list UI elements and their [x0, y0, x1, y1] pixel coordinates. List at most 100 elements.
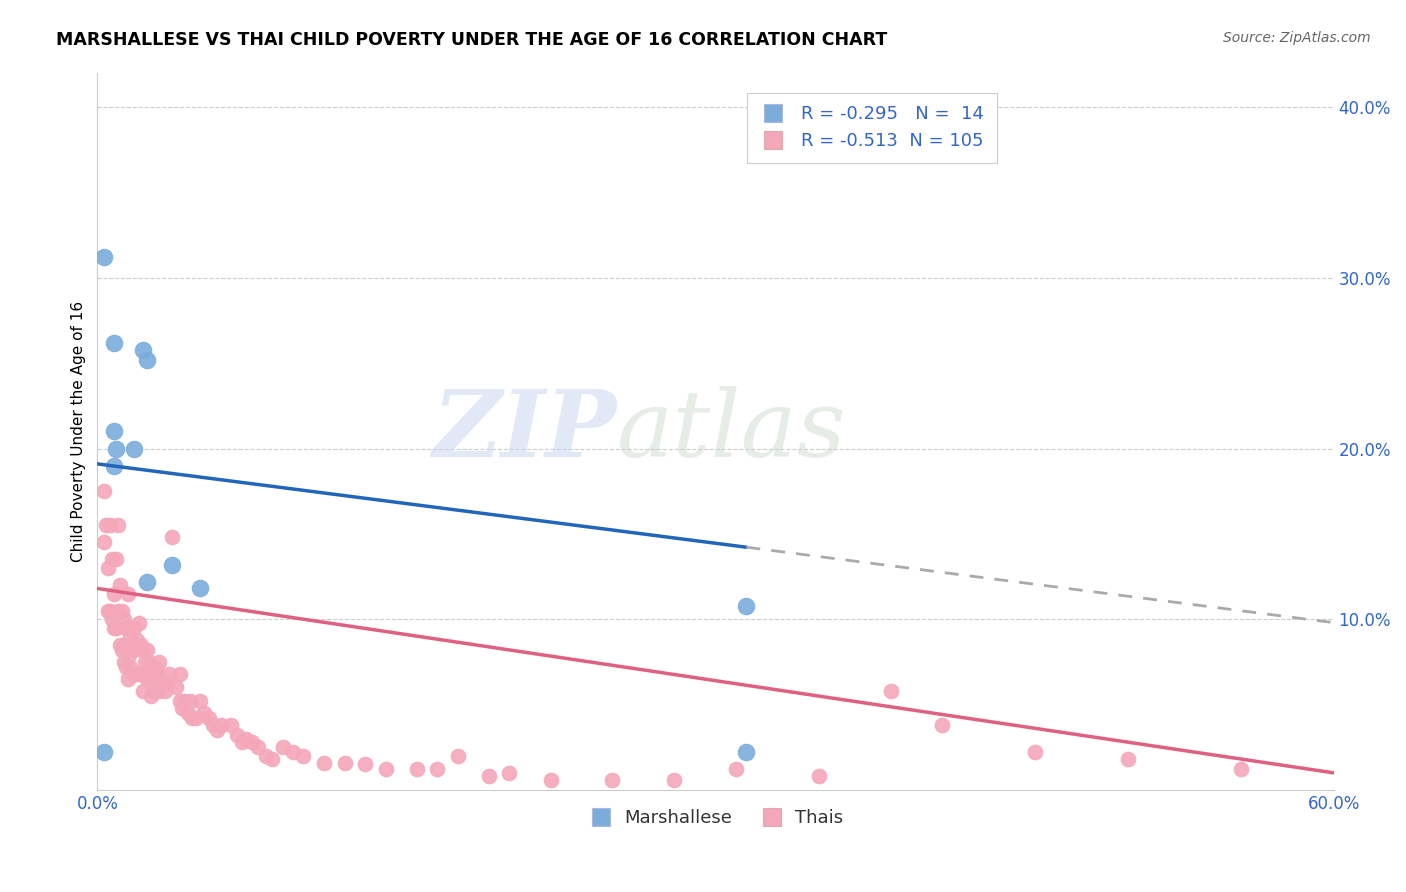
Text: ZIP: ZIP — [432, 386, 617, 476]
Point — [138, 655, 160, 669]
Point — [104, 552, 127, 566]
Point — [93, 745, 115, 759]
Point — [135, 574, 157, 589]
Point — [117, 649, 139, 664]
Point — [97, 604, 120, 618]
Point — [262, 752, 284, 766]
Point — [131, 684, 153, 698]
Text: MARSHALLESE VS THAI CHILD POVERTY UNDER THE AGE OF 16 CORRELATION CHART: MARSHALLESE VS THAI CHILD POVERTY UNDER … — [56, 31, 887, 49]
Point — [108, 638, 131, 652]
Point — [240, 735, 263, 749]
Point — [197, 711, 219, 725]
Point — [478, 769, 501, 783]
Point — [125, 666, 148, 681]
Point — [112, 638, 135, 652]
Point — [93, 484, 115, 499]
Point — [155, 684, 177, 698]
Point — [160, 530, 183, 544]
Point — [94, 518, 117, 533]
Point — [139, 672, 162, 686]
Point — [165, 681, 187, 695]
Point — [124, 621, 146, 635]
Point — [271, 740, 294, 755]
Text: Source: ZipAtlas.com: Source: ZipAtlas.com — [1223, 31, 1371, 45]
Point — [125, 632, 148, 647]
Point — [120, 629, 142, 643]
Point — [1116, 752, 1139, 766]
Point — [150, 672, 173, 686]
Point — [181, 711, 204, 725]
Point — [179, 694, 201, 708]
Point — [139, 689, 162, 703]
Point — [405, 763, 427, 777]
Point — [664, 772, 686, 787]
Point — [131, 343, 153, 357]
Point — [129, 638, 152, 652]
Point — [602, 772, 624, 787]
Point — [169, 694, 191, 708]
Point — [128, 615, 150, 630]
Point — [124, 442, 146, 456]
Point — [107, 518, 129, 533]
Point — [111, 643, 134, 657]
Point — [98, 518, 121, 533]
Point — [129, 666, 152, 681]
Point — [112, 612, 135, 626]
Point — [148, 684, 170, 698]
Point — [143, 660, 166, 674]
Point — [281, 745, 304, 759]
Point — [93, 535, 115, 549]
Point — [205, 723, 228, 738]
Point — [219, 718, 242, 732]
Point — [159, 666, 181, 681]
Point — [107, 604, 129, 618]
Point — [156, 677, 179, 691]
Point — [231, 735, 253, 749]
Point — [190, 582, 212, 596]
Point — [100, 552, 122, 566]
Point — [498, 765, 520, 780]
Point — [177, 706, 200, 720]
Point — [735, 599, 758, 613]
Point — [447, 748, 470, 763]
Point — [209, 718, 232, 732]
Point — [117, 621, 139, 635]
Point — [104, 442, 127, 456]
Point — [879, 684, 901, 698]
Point — [235, 731, 257, 746]
Point — [540, 772, 562, 787]
Point — [103, 621, 125, 635]
Point — [93, 250, 115, 264]
Point — [117, 586, 139, 600]
Point — [135, 352, 157, 367]
Point — [201, 718, 224, 732]
Point — [112, 655, 135, 669]
Point — [134, 655, 156, 669]
Point — [735, 745, 758, 759]
Point — [142, 666, 165, 681]
Point — [117, 672, 139, 686]
Point — [98, 604, 121, 618]
Point — [190, 694, 212, 708]
Point — [169, 666, 191, 681]
Point — [135, 643, 157, 657]
Point — [131, 666, 153, 681]
Point — [103, 335, 125, 350]
Point — [186, 711, 208, 725]
Point — [193, 706, 215, 720]
Point — [160, 558, 183, 572]
Point — [120, 660, 142, 674]
Point — [725, 763, 748, 777]
Point — [354, 757, 377, 772]
Point — [247, 740, 270, 755]
Point — [1024, 745, 1046, 759]
Point — [807, 769, 830, 783]
Point — [103, 458, 125, 473]
Point — [143, 684, 166, 698]
Point — [254, 748, 277, 763]
Point — [173, 694, 195, 708]
Point — [170, 701, 193, 715]
Point — [124, 643, 146, 657]
Point — [374, 763, 396, 777]
Point — [103, 425, 125, 439]
